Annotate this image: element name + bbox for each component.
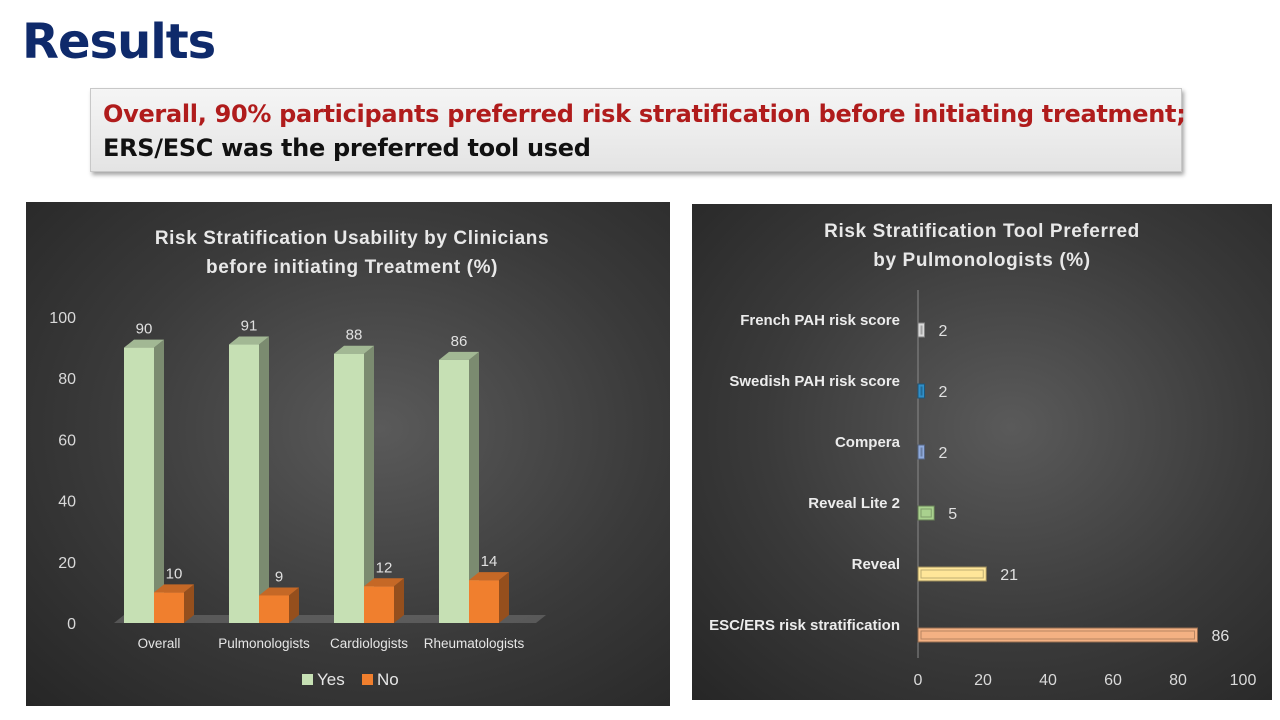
bar-side <box>394 578 404 623</box>
summary-callout: Overall, 90% participants preferred risk… <box>90 88 1186 172</box>
chart-title-line-1: Risk Stratification Tool Preferred <box>824 221 1140 242</box>
bar-yes-overall <box>124 347 154 623</box>
bar-side <box>289 587 299 623</box>
bar-side <box>259 336 269 623</box>
legend-swatch-no <box>362 674 373 685</box>
bar-top <box>229 336 269 345</box>
data-label: 90 <box>136 321 153 338</box>
bar-no-rheumatologists <box>469 580 499 623</box>
x-tick-label: 80 <box>1169 672 1187 689</box>
bar-top <box>124 339 164 348</box>
data-label: 10 <box>166 565 183 582</box>
category-label: French PAH risk score <box>740 312 900 329</box>
usability-chart-panel: Risk Stratification Usability by Clinici… <box>26 202 670 706</box>
data-label: 2 <box>939 323 948 340</box>
usability-chart: Risk Stratification Usability by Clinici… <box>49 228 549 689</box>
bar-reveal-lite-2 <box>917 505 935 521</box>
bar-top <box>469 572 509 581</box>
callout-line-2: ERS/ESC was the preferred tool used <box>103 134 591 162</box>
bar-side <box>184 584 194 623</box>
callout-line-1: Overall, 90% participants preferred risk… <box>103 100 1186 128</box>
x-tick-label: Pulmonologists <box>218 636 310 651</box>
bar-side <box>469 351 479 623</box>
data-label: 2 <box>939 384 948 401</box>
bar-bevel <box>920 386 923 396</box>
chart-floor <box>114 615 546 623</box>
bar-side <box>364 345 374 623</box>
bar-no-overall <box>154 592 184 623</box>
bar-bevel <box>920 325 923 335</box>
bar-yes-rheumatologists <box>439 359 469 623</box>
chart-title-line-1: Risk Stratification Usability by Clinici… <box>155 228 549 249</box>
bar-reveal <box>917 566 987 582</box>
bar-bevel <box>920 508 932 518</box>
category-label: Compera <box>835 434 901 451</box>
x-tick-label: Cardiologists <box>330 636 408 651</box>
data-label: 21 <box>1000 567 1018 584</box>
x-tick-label: 40 <box>1039 672 1057 689</box>
x-tick-label: Overall <box>138 636 181 651</box>
data-label: 14 <box>481 553 498 570</box>
legend-swatch-yes <box>302 674 313 685</box>
bar-bevel <box>920 630 1195 640</box>
bar-bevel <box>920 447 923 457</box>
chart-title-line-2: before initiating Treatment (%) <box>206 257 498 278</box>
slide-title: Results <box>22 14 216 70</box>
category-label: Reveal Lite 2 <box>808 495 900 512</box>
data-label: 91 <box>241 318 258 335</box>
data-label: 88 <box>346 327 363 344</box>
bar-no-cardiologists <box>364 586 394 623</box>
y-tick-label: 0 <box>67 616 76 633</box>
y-tick-label: 80 <box>58 371 76 388</box>
data-label: 86 <box>451 333 468 350</box>
category-label: Reveal <box>852 556 900 573</box>
bar-top <box>439 351 479 360</box>
bar-side <box>499 572 509 623</box>
x-tick-label: Rheumatologists <box>424 636 525 651</box>
chart-title-line-2: by Pulmonologists (%) <box>873 250 1090 271</box>
y-tick-label: 20 <box>58 555 76 572</box>
x-tick-label: 0 <box>914 672 923 689</box>
category-label: ESC/ERS risk stratification <box>709 617 900 634</box>
bar-yes-pulmonologists <box>229 344 259 623</box>
y-tick-label: 100 <box>49 310 76 327</box>
tool-preference-chart-panel: Risk Stratification Tool Preferred by Pu… <box>692 204 1272 700</box>
legend-label-no: No <box>377 670 399 689</box>
legend-label-yes: Yes <box>317 670 345 689</box>
data-label: 2 <box>939 445 948 462</box>
bar-yes-cardiologists <box>334 353 364 623</box>
bar-esc-ers-risk-stratification <box>917 627 1198 643</box>
y-tick-label: 60 <box>58 432 76 449</box>
bar-top <box>259 587 299 596</box>
data-label: 5 <box>948 506 957 523</box>
bar-top <box>154 584 194 593</box>
bar-top <box>364 578 404 587</box>
y-tick-label: 40 <box>58 494 76 511</box>
data-label: 12 <box>376 559 393 576</box>
x-tick-label: 100 <box>1230 672 1257 689</box>
tool-preference-chart: Risk Stratification Tool Preferred by Pu… <box>709 221 1257 689</box>
x-tick-label: 20 <box>974 672 992 689</box>
category-label: Swedish PAH risk score <box>729 373 900 390</box>
bar-bevel <box>920 569 984 579</box>
bar-top <box>334 345 374 354</box>
bar-no-pulmonologists <box>259 595 289 623</box>
x-tick-label: 60 <box>1104 672 1122 689</box>
data-label: 86 <box>1212 628 1230 645</box>
bar-side <box>154 339 164 623</box>
data-label: 9 <box>275 568 283 585</box>
